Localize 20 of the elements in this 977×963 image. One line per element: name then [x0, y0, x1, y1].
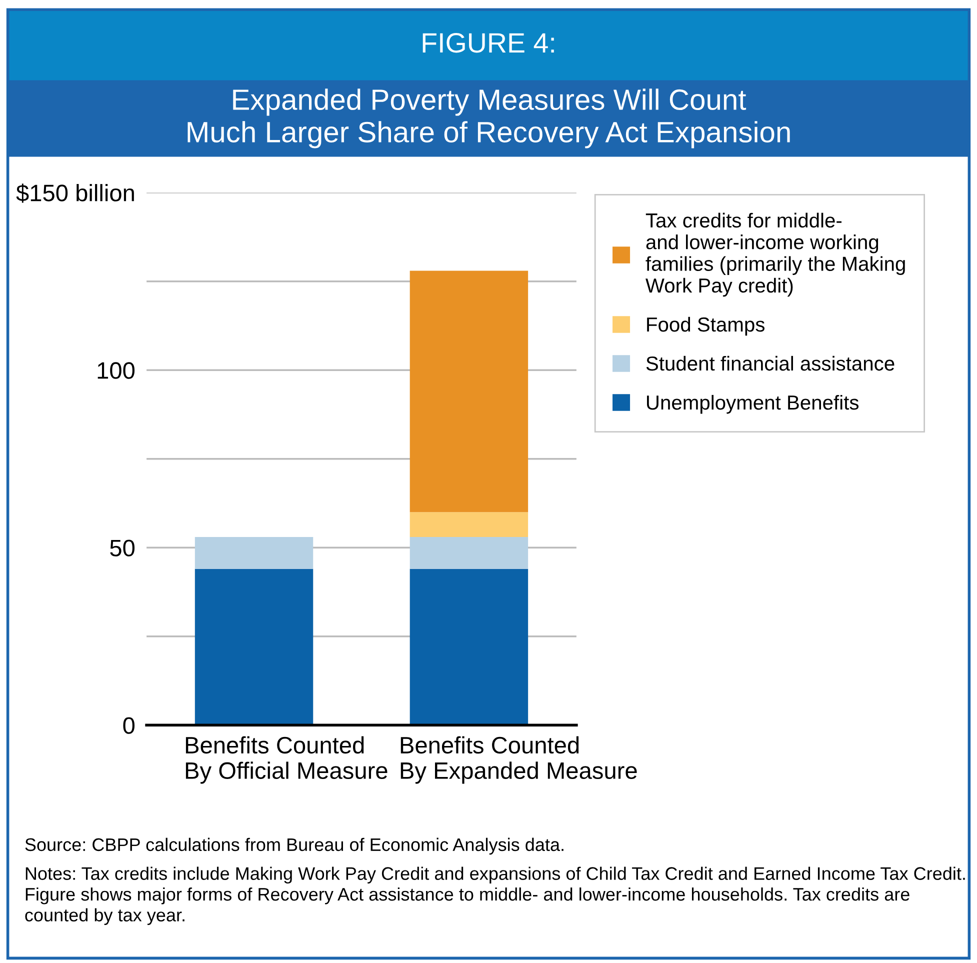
y-tick-label: 0 [123, 717, 135, 734]
x-tick-label: Benefits Counted By Expanded Measure [400, 736, 637, 784]
x-tick-label: Benefits Counted By Official Measure [186, 736, 388, 784]
y-tick-label: 50 [110, 540, 135, 556]
chart-subtitle: FIGURE 4: [422, 33, 554, 53]
bar [194, 568, 314, 726]
bar [410, 270, 528, 512]
chart-title: Expanded Poverty Measures Will Count Much Larger Share of Recovery Act Expansion [188, 88, 790, 148]
bar [410, 512, 528, 537]
bar [410, 568, 528, 726]
bar [194, 536, 314, 569]
bar [410, 536, 528, 569]
legend-label: Tax credits for middle- and lower-income working families (primarily the Making Work Pay credit) [646, 212, 905, 297]
source-note: Source: CBPP calculations from Bureau of Economic Analysis data. [25, 838, 564, 855]
text: Notes: Tax credits include Making Work Pay Credit and expansions of Child Tax Credit and Earned Income Tax Credit. Figure shows major forms of Recovery Act assistance to middle- and lower-income households. Tax credits are counted by tax year. [25, 866, 965, 926]
y-tick-label: $150 billion [16, 184, 134, 203]
legend-label: Unemployment Benefits [647, 394, 859, 414]
legend-label: Food Stamps [647, 316, 764, 336]
y-tick-label: 100 [98, 362, 135, 379]
legend-label: Student financial assistance [646, 356, 894, 371]
